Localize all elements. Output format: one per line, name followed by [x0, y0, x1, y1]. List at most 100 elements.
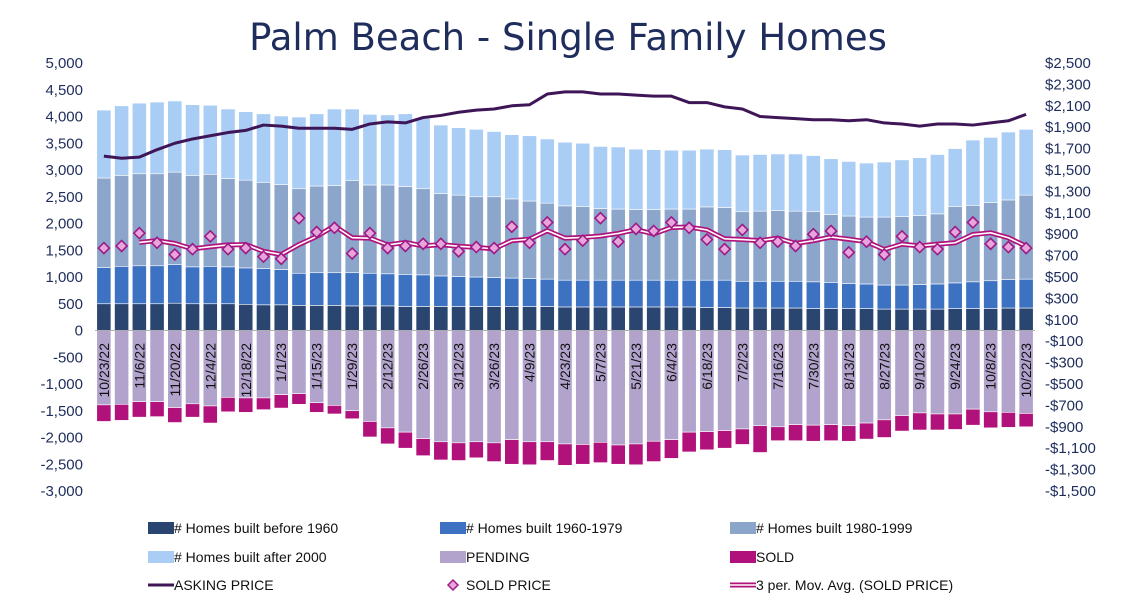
bar-homes-built-after-2000 [468, 129, 484, 198]
bar-homes-built-before-1960 [1000, 307, 1016, 331]
bar-homes-built-1960-1979 [362, 272, 378, 307]
bar-homes-built-1960-1979 [1000, 279, 1016, 309]
bar-homes-built-before-1960 [415, 306, 431, 331]
legend-item: SOLD [730, 549, 794, 565]
left-axis-tick-label: 4,000 [45, 109, 83, 126]
bar-homes-built-after-2000 [734, 154, 750, 213]
bar-homes-built-1960-1979 [238, 267, 254, 305]
legend-item: SOLD PRICE [446, 577, 551, 593]
left-axis-tick-label: -1,000 [40, 376, 83, 393]
x-axis-tick-label: 6/18/23 [699, 343, 715, 390]
sold-price-point [505, 220, 519, 234]
bar-layer [96, 100, 1034, 466]
bar-sold [947, 413, 963, 430]
bar-homes-built-after-2000 [220, 108, 236, 179]
bar-pending [185, 330, 200, 405]
bar-homes-built-after-2000 [380, 114, 396, 186]
bar-homes-built-after-2000 [238, 111, 254, 181]
right-axis-tick-label: $100 [1045, 312, 1078, 329]
bar-homes-built-after-2000 [327, 108, 342, 186]
bar-homes-built-1960-1979 [131, 265, 147, 305]
sold-price-point [274, 252, 288, 266]
x-axis-tick-label: 3/26/23 [486, 343, 502, 390]
bar-homes-built-after-2000 [433, 124, 449, 194]
bar-homes-built-after-2000 [805, 155, 821, 213]
sold-price-point [771, 235, 785, 249]
bar-homes-built-before-1960 [238, 303, 254, 331]
line-layer [97, 90, 1033, 266]
bar-homes-built-after-2000 [451, 127, 466, 196]
bar-homes-built-1960-1979 [327, 272, 342, 306]
bar-homes-built-1960-1979 [575, 279, 591, 308]
right-axis-tick-label: $900 [1045, 226, 1078, 243]
bar-pending [220, 330, 236, 398]
sold-price-point [434, 237, 448, 251]
bar-sold [770, 426, 786, 442]
bar-homes-built-1980-1999 [451, 194, 466, 277]
bar-homes-built-before-1960 [362, 305, 378, 331]
bar-homes-built-1960-1979 [309, 272, 325, 306]
right-axis-tick-label: $1,500 [1045, 162, 1091, 179]
right-axis-tick-label: -$100 [1045, 333, 1083, 350]
bar-homes-built-1960-1979 [681, 279, 697, 308]
bar-homes-built-1960-1979 [522, 278, 537, 307]
right-axis-tick-label: $2,100 [1045, 98, 1091, 115]
sold-price-point [913, 240, 927, 254]
right-axis-tick-label: $1,700 [1045, 141, 1091, 158]
bar-homes-built-1980-1999 [646, 209, 662, 281]
bar-homes-built-before-1960 [788, 307, 803, 331]
bar-homes-built-after-2000 [114, 105, 130, 176]
bar-sold [96, 404, 112, 422]
axes-layer: 5,000 4,500 4,000 3,500 3,000 2,500 2,000 1,500… [40, 55, 1095, 500]
left-axis-tick-label: 1,500 [45, 242, 83, 259]
left-axis-tick-label: 0 [75, 323, 83, 340]
right-axis-tick-label: $1,300 [1045, 183, 1091, 200]
bar-homes-built-1960-1979 [788, 280, 803, 309]
bar-homes-built-before-1960 [327, 305, 342, 331]
bar-pending [397, 330, 413, 433]
bar-homes-built-1980-1999 [433, 193, 449, 277]
sold-price-point [753, 236, 767, 250]
x-axis-tick-label: 12/4/22 [202, 343, 218, 390]
left-axis-tick-label: 5,000 [45, 55, 83, 72]
bar-homes-built-before-1960 [486, 306, 502, 331]
legend-item: # Homes built 1980-1999 [730, 520, 913, 536]
x-axis-tick-label: 11/20/22 [167, 343, 183, 397]
bar-homes-built-before-1960 [114, 303, 130, 331]
bar-sold [256, 397, 271, 410]
bar-homes-built-before-1960 [256, 304, 271, 331]
right-axis-tick-label: $300 [1045, 290, 1078, 307]
bar-homes-built-after-2000 [699, 148, 715, 208]
sold-price-point [363, 226, 377, 240]
sold-price-point [984, 237, 998, 251]
bar-homes-built-after-2000 [912, 157, 928, 216]
bar-homes-built-1960-1979 [965, 281, 981, 309]
bar-homes-built-before-1960 [983, 308, 999, 331]
bar-pending [788, 330, 803, 425]
legend-swatch [730, 551, 756, 563]
bar-pending [327, 330, 342, 406]
bar-homes-built-1980-1999 [149, 173, 165, 267]
bar-homes-built-1980-1999 [539, 202, 555, 280]
bar-sold [752, 425, 768, 453]
bar-sold [309, 402, 325, 413]
bar-homes-built-1960-1979 [273, 269, 289, 306]
bar-homes-built-after-2000 [788, 153, 803, 212]
bar-homes-built-1960-1979 [96, 267, 112, 305]
legend-swatch [730, 522, 756, 534]
bar-homes-built-after-2000 [362, 114, 378, 186]
right-axis-tick-label: $700 [1045, 248, 1078, 265]
sold-price-point [256, 250, 271, 264]
x-axis-tick-label: 9/24/23 [947, 343, 963, 390]
sold-price-point [239, 241, 253, 255]
bar-homes-built-1980-1999 [114, 175, 130, 267]
bar-homes-built-1980-1999 [805, 211, 821, 283]
bar-homes-built-before-1960 [947, 308, 963, 331]
bar-pending [646, 330, 662, 442]
bar-homes-built-1960-1979 [983, 280, 999, 309]
legend-swatch [440, 522, 466, 534]
sold-price-point [1001, 240, 1016, 254]
bar-homes-built-1980-1999 [628, 209, 644, 281]
bar-homes-built-1960-1979 [451, 276, 466, 307]
